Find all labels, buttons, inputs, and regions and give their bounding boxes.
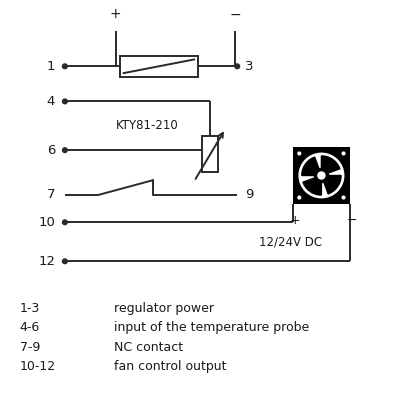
Text: 7-9: 7-9 — [20, 340, 40, 354]
Text: 1: 1 — [46, 60, 55, 73]
Text: 12/24V DC: 12/24V DC — [259, 235, 322, 248]
Bar — [120, 56, 198, 77]
Polygon shape — [302, 157, 320, 176]
Text: fan control output: fan control output — [114, 360, 226, 373]
Polygon shape — [303, 176, 322, 195]
Circle shape — [296, 195, 302, 200]
Circle shape — [342, 152, 345, 155]
Text: 4: 4 — [47, 95, 55, 108]
Circle shape — [62, 64, 67, 69]
Text: 10-12: 10-12 — [20, 360, 56, 373]
Bar — [202, 136, 218, 172]
Circle shape — [318, 172, 325, 179]
Text: regulator power: regulator power — [114, 302, 214, 314]
Text: NC contact: NC contact — [114, 340, 183, 354]
Circle shape — [342, 196, 345, 199]
Circle shape — [296, 151, 302, 156]
Circle shape — [341, 151, 346, 156]
Text: 1-3: 1-3 — [20, 302, 40, 314]
Text: −: − — [346, 214, 357, 226]
Text: 9: 9 — [245, 188, 254, 202]
Circle shape — [235, 64, 240, 69]
Text: 3: 3 — [245, 60, 254, 73]
Text: +: + — [110, 8, 122, 22]
Circle shape — [299, 153, 344, 198]
Text: −: − — [230, 8, 241, 22]
Circle shape — [341, 195, 346, 200]
Circle shape — [298, 196, 301, 199]
Text: input of the temperature probe: input of the temperature probe — [114, 321, 309, 334]
Text: 7: 7 — [46, 188, 55, 202]
Text: 4-6: 4-6 — [20, 321, 40, 334]
Polygon shape — [322, 156, 340, 174]
Text: +: + — [290, 214, 300, 226]
Circle shape — [62, 259, 67, 264]
Text: 12: 12 — [38, 255, 55, 268]
Polygon shape — [322, 176, 341, 194]
Text: 10: 10 — [38, 216, 55, 229]
Circle shape — [62, 99, 67, 104]
Circle shape — [62, 148, 67, 152]
Bar — [293, 147, 350, 204]
Text: 6: 6 — [47, 144, 55, 157]
Circle shape — [314, 168, 328, 182]
Text: KTY81-210: KTY81-210 — [116, 119, 178, 132]
Circle shape — [298, 152, 301, 155]
Circle shape — [62, 220, 67, 225]
